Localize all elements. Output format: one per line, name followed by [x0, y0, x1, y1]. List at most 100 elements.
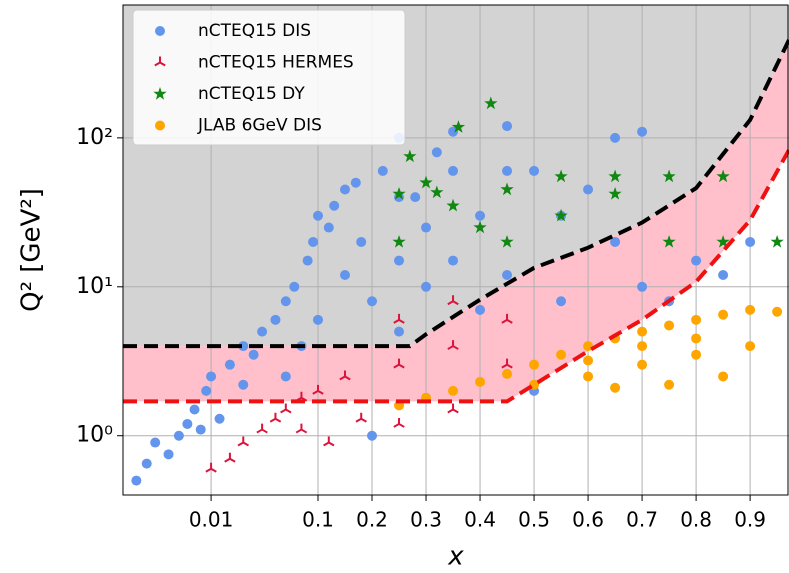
legend-marker [155, 26, 165, 36]
point [583, 184, 594, 195]
boundary-curve [123, 148, 789, 404]
x-tick-label: 0.1 [302, 508, 334, 532]
point [447, 295, 459, 306]
point [323, 222, 334, 233]
point [637, 281, 648, 292]
x-tick-label: 0.6 [572, 508, 604, 532]
point [529, 165, 540, 176]
point [313, 314, 323, 325]
point [201, 385, 212, 396]
point [393, 358, 405, 369]
plot-frame [122, 4, 789, 496]
point [500, 235, 514, 248]
point [718, 270, 729, 281]
point [403, 149, 417, 163]
point [340, 270, 351, 281]
point [556, 349, 567, 360]
point [475, 210, 486, 221]
point [195, 424, 206, 435]
point [131, 475, 142, 486]
point [446, 198, 460, 212]
point [770, 235, 784, 248]
legend-marker [155, 120, 165, 131]
x-axis-label: x [447, 542, 464, 570]
point [502, 270, 513, 281]
point [392, 187, 406, 200]
point [350, 177, 361, 188]
x-tick-label: 0.2 [356, 508, 388, 532]
point [691, 349, 702, 360]
point [430, 185, 444, 199]
point [502, 368, 513, 379]
point [280, 371, 291, 382]
point [163, 449, 174, 460]
point [394, 326, 405, 337]
point [583, 341, 594, 352]
point [340, 184, 351, 195]
point [637, 326, 648, 337]
x-tick-label: 0.7 [626, 508, 658, 532]
point [448, 385, 459, 396]
legend-label: JLAB 6GeV DIS [197, 116, 322, 136]
point [295, 423, 308, 434]
x-tick-label: 0.5 [518, 508, 550, 532]
point [529, 359, 540, 370]
point [554, 208, 568, 222]
x-tick-label: 0.3 [410, 508, 442, 532]
point [280, 296, 291, 307]
x-tick-label: 0.8 [680, 508, 712, 532]
point [238, 379, 249, 390]
point [473, 220, 487, 234]
plot-area [123, 5, 789, 495]
point [718, 371, 729, 382]
point [502, 121, 513, 132]
point [150, 437, 161, 448]
point [173, 430, 184, 441]
point [583, 371, 594, 382]
x-tick-label: 0.9 [734, 508, 766, 532]
point [691, 255, 702, 266]
point [356, 236, 367, 247]
point [410, 192, 421, 203]
point [248, 349, 259, 360]
point [662, 235, 676, 248]
point [237, 436, 249, 447]
point [394, 255, 405, 266]
point [664, 320, 675, 331]
point [431, 147, 442, 158]
boundary-curve [123, 38, 789, 349]
point [393, 417, 405, 428]
point [475, 376, 486, 387]
point [367, 296, 378, 307]
point [238, 341, 249, 352]
point [664, 379, 675, 390]
y-tick-label: 10¹ [76, 274, 113, 299]
point [718, 309, 729, 320]
point [270, 314, 281, 325]
legend-label: nCTEQ15 HERMES [198, 53, 354, 73]
point [691, 333, 702, 344]
point [355, 412, 367, 423]
point [583, 355, 594, 366]
point [393, 313, 405, 324]
legend-label: nCTEQ15 DIS [198, 21, 311, 41]
point [447, 403, 459, 414]
point [256, 423, 268, 434]
point [447, 340, 459, 350]
point [289, 281, 300, 292]
point [501, 313, 513, 324]
point [637, 341, 648, 352]
point [313, 210, 323, 221]
legend-marker [153, 87, 167, 100]
point [556, 296, 567, 307]
point [716, 169, 730, 183]
point [502, 165, 513, 176]
point [637, 126, 648, 137]
point [421, 281, 432, 292]
point [554, 169, 568, 183]
point [312, 384, 324, 395]
point [257, 326, 268, 337]
point [475, 304, 486, 315]
point [419, 175, 433, 189]
y-axis-label: Q² [GeV²] [17, 188, 47, 312]
